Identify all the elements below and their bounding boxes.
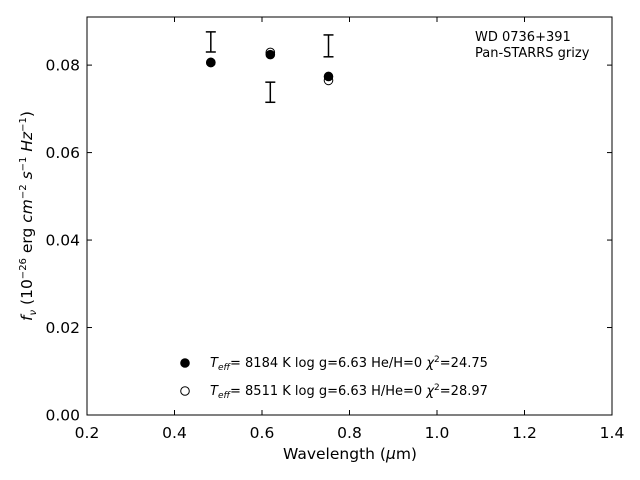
legend-entry-2: Teff= 8511 K log g=6.63 H/He=0 χ2=28.97 bbox=[210, 383, 488, 401]
observed-errorbar bbox=[265, 81, 276, 104]
model-point-open bbox=[323, 75, 334, 86]
x-tick-label: 0.8 bbox=[337, 424, 362, 442]
x-tick-label: 0.2 bbox=[75, 424, 100, 442]
legend: Teff= 8184 K log g=6.63 He/H=0 χ2=24.75 … bbox=[180, 355, 488, 401]
y-tick-label: 0.02 bbox=[45, 319, 80, 337]
x-tick-label: 1.4 bbox=[600, 424, 625, 442]
x-axis-title: Wavelength (μm) bbox=[283, 445, 417, 463]
observed-errorbar bbox=[205, 31, 216, 53]
annotation-survey: Pan-STARRS grizy bbox=[475, 46, 590, 61]
model-point-open bbox=[206, 57, 216, 68]
legend-entry-1: Teff= 8184 K log g=6.63 He/H=0 χ2=24.75 bbox=[210, 355, 488, 373]
x-tick-label: 0.4 bbox=[162, 424, 187, 442]
x-tick-label: 1.2 bbox=[512, 424, 537, 442]
legend-marker-open bbox=[180, 386, 190, 396]
model-points bbox=[206, 47, 334, 86]
y-tick-label: 0.08 bbox=[45, 57, 80, 75]
y-tick-label: 0.04 bbox=[45, 232, 80, 250]
y-axis-title: fν (10−26 erg cm−2 s−1 Hz−1) bbox=[18, 111, 39, 321]
annotation-object: WD 0736+391 bbox=[475, 30, 571, 45]
y-tick-label: 0.00 bbox=[45, 407, 80, 425]
x-tick-label: 0.6 bbox=[250, 424, 275, 442]
plot-area bbox=[86, 16, 613, 416]
x-tick-label: 1.0 bbox=[425, 424, 450, 442]
observed-errorbars bbox=[205, 31, 334, 104]
model-point-filled bbox=[265, 49, 276, 60]
axis-ticks: 0.2 0.4 0.6 0.8 1.0 1.2 1.4 0.00 0.02 0.04 0.06 0.0… bbox=[45, 17, 624, 442]
model-point-open bbox=[265, 47, 276, 58]
observed-errorbar bbox=[323, 34, 334, 58]
y-tick-label: 0.06 bbox=[45, 144, 80, 162]
legend-marker-filled bbox=[180, 358, 190, 368]
